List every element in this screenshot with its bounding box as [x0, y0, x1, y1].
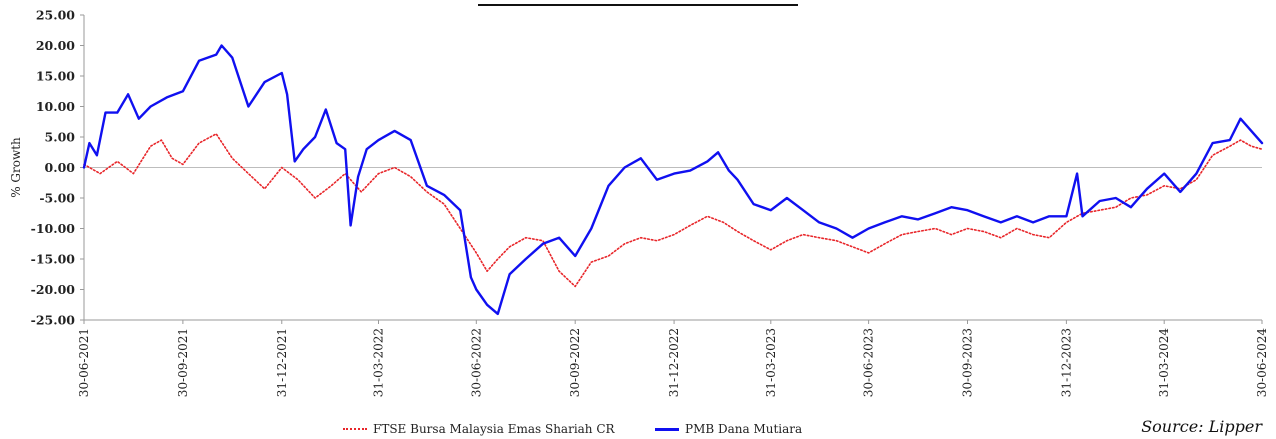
- x-tick-label: 31-03-2023: [764, 328, 778, 397]
- y-tick-label: 5.00: [45, 130, 76, 145]
- y-tick-label: 25.00: [36, 8, 75, 23]
- x-tick-label: 30-09-2023: [961, 328, 975, 397]
- legend-item-ftse: FTSE Bursa Malaysia Emas Shariah CR: [343, 422, 615, 436]
- source-note: Source: Lipper: [1141, 417, 1262, 436]
- y-axis-label: % Growth: [9, 137, 23, 198]
- y-tick-label: -15.00: [31, 252, 76, 267]
- x-axis: 30-06-2021 30-09-2021 31-12-2021 31-03-2022…: [77, 319, 1269, 398]
- x-tick-label: 30-09-2021: [176, 328, 190, 397]
- y-tick-label: 0.00: [45, 160, 76, 175]
- x-tick-label: 31-12-2023: [1059, 328, 1073, 397]
- legend-swatch-pmb: [655, 427, 679, 431]
- y-tick-label: 15.00: [36, 69, 75, 84]
- series-layer: [82, 44, 1264, 316]
- y-tick-label: 10.00: [36, 99, 75, 114]
- x-tick-label: 31-03-2024: [1157, 328, 1171, 398]
- y-tick-label: -20.00: [31, 282, 76, 297]
- y-tick-label: -10.00: [31, 221, 76, 236]
- legend: FTSE Bursa Malaysia Emas Shariah CR PMB …: [0, 422, 1276, 438]
- x-tick-label: 31-12-2021: [275, 328, 289, 397]
- legend-item-pmb: PMB Dana Mutiara: [655, 422, 802, 436]
- x-tick-label: 30-06-2023: [862, 328, 876, 397]
- title-underline: [478, 4, 798, 6]
- x-tick-label: 30-06-2022: [469, 328, 483, 397]
- series-line-ftse: [83, 133, 1263, 288]
- x-tick-label: 30-09-2022: [568, 328, 582, 397]
- x-tick-label: 31-03-2022: [372, 328, 386, 397]
- y-tick-label: -5.00: [39, 191, 75, 206]
- legend-label-pmb: PMB Dana Mutiara: [685, 422, 803, 436]
- y-tick-label: -25.00: [31, 313, 76, 328]
- x-tick-label: 31-12-2022: [667, 328, 681, 397]
- series-line-pmb: [82, 44, 1264, 316]
- x-tick-label: 30-06-2021: [77, 328, 91, 397]
- legend-label-ftse: FTSE Bursa Malaysia Emas Shariah CR: [373, 422, 615, 436]
- y-axis: 25.00 20.00 15.00 10.00 5.00 0.00 -5.00 -10.00 -…: [31, 8, 1262, 328]
- x-tick-label: 30-06-2024: [1255, 328, 1269, 398]
- line-chart: 25.00 20.00 15.00 10.00 5.00 0.00 -5.00 -10.00 -…: [9, 8, 1269, 398]
- legend-swatch-ftse: [343, 428, 367, 430]
- y-tick-label: 20.00: [36, 38, 75, 53]
